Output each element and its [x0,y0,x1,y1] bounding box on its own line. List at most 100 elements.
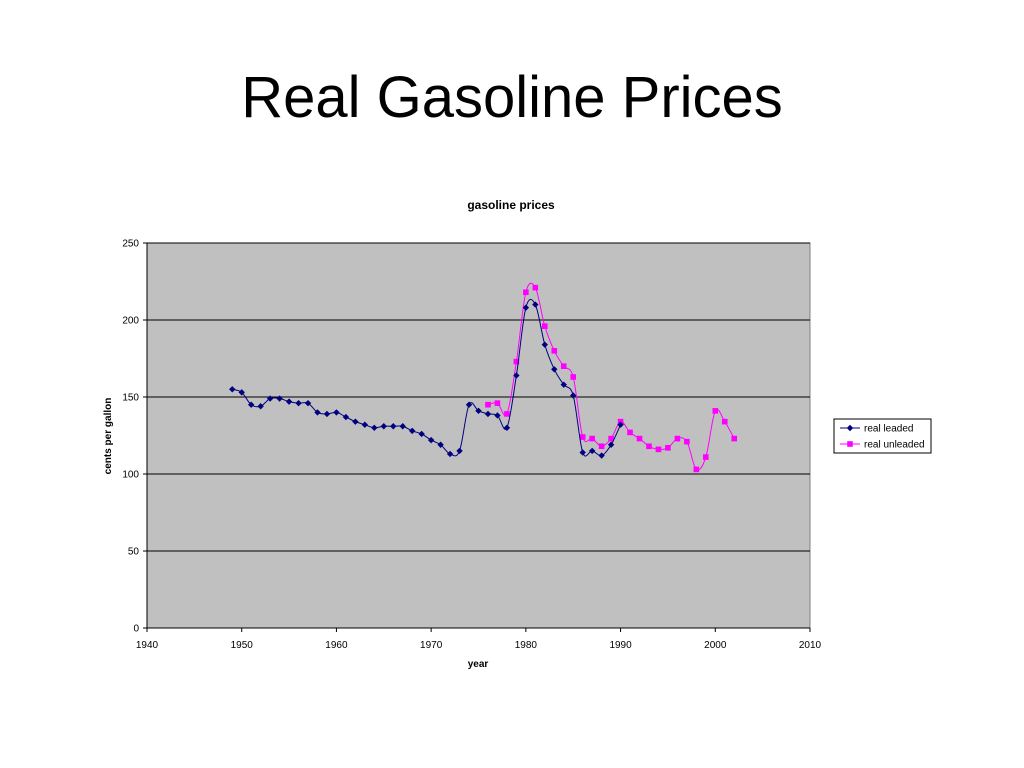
plot-area [146,242,811,629]
x-tick-label: 1960 [325,640,348,651]
data-point-real-unleaded [655,446,662,453]
x-tick-label: 1980 [515,640,538,651]
data-point-real-unleaded [693,466,700,473]
data-point-real-unleaded [504,411,510,417]
data-point-real-leaded [588,447,596,455]
data-point-real-leaded [456,447,463,455]
y-tick-label: 0 [133,624,139,635]
data-point-real-unleaded [674,435,681,442]
y-tick-label: 100 [122,470,139,481]
legend-marker-real-unleaded [847,441,853,447]
y-tick-label: 250 [122,239,139,250]
legend-label-real-unleaded: real unleaded [864,440,925,451]
data-point-real-leaded [551,366,558,373]
data-point-real-unleaded [608,435,614,442]
data-point-real-unleaded [665,445,671,451]
data-point-real-leaded [361,421,369,428]
data-point-real-leaded [484,410,492,418]
data-point-real-unleaded [494,400,501,406]
data-point-real-leaded [503,424,511,431]
data-point-real-leaded [617,421,624,428]
y-tick-label: 200 [122,316,139,327]
data-point-real-leaded [285,398,293,405]
legend-box [833,418,932,454]
slide-title: Real Gasoline Prices [241,65,783,130]
data-point-real-unleaded [627,429,633,436]
gridlines [147,242,810,552]
data-point-real-leaded [247,401,255,408]
data-point-real-unleaded [598,443,605,450]
data-point-real-leaded [276,395,283,402]
data-point-real-leaded [465,401,473,408]
y-tick-label: 150 [122,393,139,404]
chart-title: gasoline prices [467,198,555,212]
data-point-real-leaded [323,410,331,418]
x-tick-label: 2010 [799,640,822,651]
legend-marker-real-leaded [846,424,854,432]
x-tick-label: 2000 [704,640,727,651]
data-point-real-unleaded [560,363,567,369]
data-point-real-unleaded [721,418,728,425]
data-point-real-unleaded [646,443,652,450]
data-point-real-leaded [513,372,520,379]
series-layer [229,282,738,473]
data-point-real-leaded [342,413,350,421]
data-point-real-leaded [532,301,539,308]
x-tick-label: 1970 [420,640,443,651]
data-point-real-leaded [352,418,359,425]
data-point-real-unleaded [589,435,595,442]
x-axis-title: year [468,659,489,670]
data-point-real-leaded [541,341,548,348]
data-point-real-unleaded [542,323,548,329]
data-point-real-leaded [238,389,245,396]
legend-label-real-leaded: real leaded [864,424,913,435]
series-real-unleaded [485,282,738,473]
data-point-real-unleaded [684,438,690,445]
data-point-real-leaded [266,395,274,402]
data-point-real-leaded [314,409,321,416]
data-point-real-leaded [570,392,577,399]
x-tick-label: 1950 [231,640,254,651]
data-point-real-leaded [257,403,264,410]
y-tick-label: 50 [128,547,140,558]
x-tick-label: 1940 [136,640,159,651]
data-point-real-leaded [418,430,425,438]
data-point-real-unleaded [570,374,577,380]
data-point-real-unleaded [731,435,738,442]
data-point-real-leaded [607,441,615,448]
data-point-real-leaded [427,436,435,444]
data-point-real-leaded [446,450,454,458]
x-axis-ticks: 1940 1950 1960 1970 1980 1990 2000 2010 [136,628,822,651]
x-tick-label: 1990 [609,640,632,651]
data-point-real-unleaded [551,348,558,354]
data-point-real-leaded [579,449,586,456]
data-point-real-unleaded [513,358,520,365]
data-point-real-unleaded [712,408,719,414]
data-point-real-unleaded [485,401,491,408]
series-real-leaded [229,298,624,459]
data-point-real-unleaded [579,434,586,440]
y-axis-ticks: 0 50 100 150 200 250 [122,239,147,635]
data-point-real-leaded [475,407,482,415]
data-point-real-leaded [380,423,387,430]
data-point-real-unleaded [703,454,709,460]
data-point-real-leaded [390,423,397,430]
data-point-real-unleaded [636,435,643,442]
data-point-real-leaded [399,423,406,430]
data-point-real-leaded [522,304,530,311]
legend: real leaded real unleaded [833,418,932,454]
data-point-real-leaded [229,386,236,393]
data-point-real-leaded [371,424,378,431]
data-point-real-leaded [560,381,567,388]
y-axis-title: cents per gallon [103,398,114,475]
data-point-real-leaded [333,409,340,416]
data-point-real-leaded [304,399,312,407]
data-point-real-unleaded [523,289,529,296]
data-point-real-leaded [437,441,444,448]
data-point-real-unleaded [532,284,539,291]
data-point-real-leaded [295,399,302,407]
data-point-real-leaded [409,427,416,435]
data-point-real-leaded [494,412,501,419]
data-point-real-leaded [598,452,605,459]
